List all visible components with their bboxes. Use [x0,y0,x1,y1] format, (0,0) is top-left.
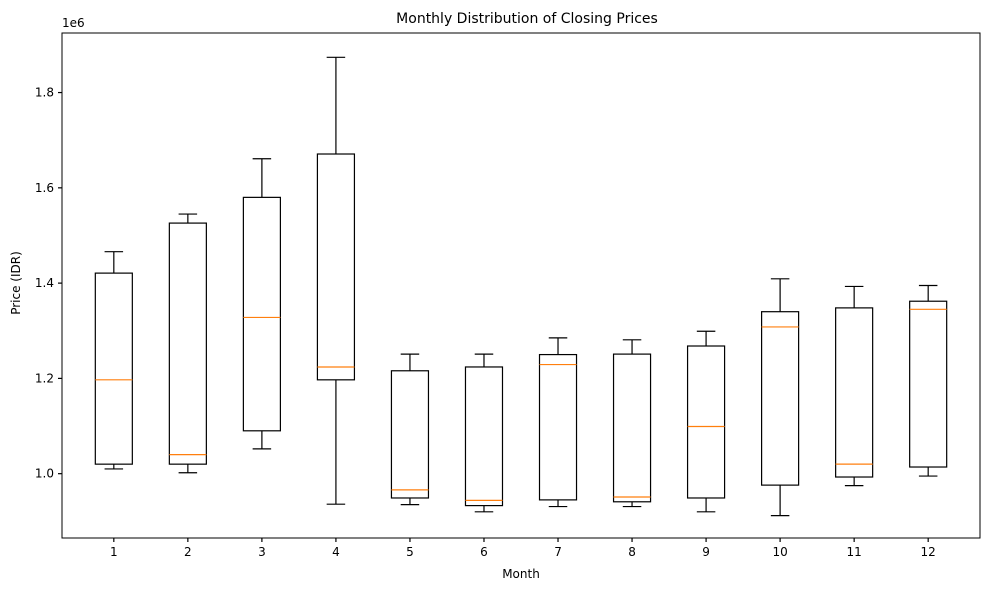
box [464,366,504,507]
x-tick-label: 5 [406,545,414,559]
x-tick-label: 11 [847,545,862,559]
y-offset-label: 1e6 [62,16,85,30]
x-tick-label: 9 [702,545,710,559]
box [168,222,207,465]
x-tick-label: 2 [184,545,192,559]
box [94,272,133,465]
y-axis-label: Price (IDR) [9,251,23,315]
y-tick-label: 1.8 [35,86,54,100]
chart-title: Monthly Distribution of Closing Prices [396,11,658,27]
x-tick-label: 12 [921,545,936,559]
y-tick-label: 1.4 [35,276,54,290]
y-tick-label: 1.0 [35,467,54,481]
box [390,370,430,499]
plot-frame [61,32,981,539]
x-tick-label: 4 [332,545,340,559]
x-tick-label: 8 [628,545,636,559]
box [835,307,874,478]
x-tick-label: 3 [258,545,266,559]
box [242,196,281,432]
y-tick-label: 1.6 [35,181,54,195]
box [761,311,800,486]
box [538,353,578,501]
x-tick-label: 6 [480,545,488,559]
box [612,353,652,503]
box [316,153,356,381]
x-tick-label: 7 [554,545,562,559]
box [686,345,726,499]
box [909,300,948,468]
x-axis-label: Month [502,567,540,581]
x-tick-label: 1 [110,545,118,559]
y-tick-label: 1.2 [35,371,54,385]
x-tick-label: 10 [772,545,787,559]
